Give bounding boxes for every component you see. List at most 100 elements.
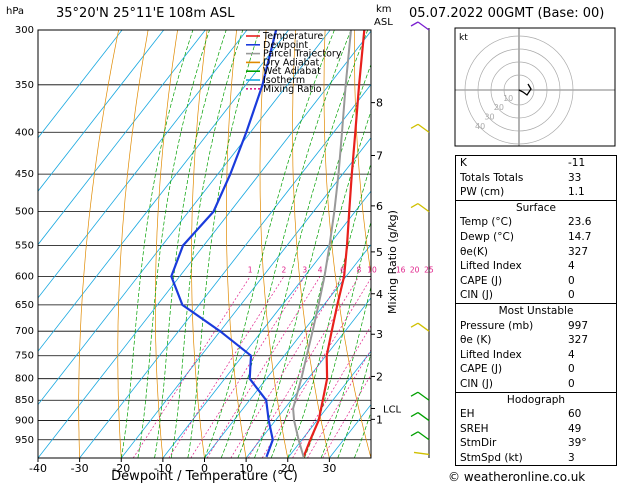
x-tick-label: -40 [29,462,47,475]
wet-adiabat-line [154,30,227,458]
wet-adiabat-line [254,63,371,458]
mixing-ratio-line [132,276,251,458]
isotherm-line [38,30,165,192]
hodograph-ring-label: 40 [475,122,485,131]
pressure-tick-label: 300 [15,25,34,36]
stat-row-pw: PW (cm) 1.1 [460,186,585,199]
most-unstable-title: Most Unstable [456,302,616,319]
stat-row: θe (K) 327 [460,334,589,347]
wet-adiabat-line [187,30,260,458]
isotherm-line [79,83,371,458]
dry-adiabat-line [78,30,119,458]
isotherm-line [38,30,371,458]
hodograph-title: Hodograph [456,391,616,408]
wind-barb-surface [413,451,430,456]
pressure-tick-label: 800 [15,374,34,385]
hodograph-ring-label: 10 [503,94,513,103]
hodograph-ring [477,48,561,132]
legend-label: Dry Adiabat [263,57,320,68]
pressure-tick-label: 600 [15,271,34,282]
wet-adiabat-line [170,30,244,458]
x-tick-label: -30 [71,462,89,475]
legend-label: Isotherm [263,75,305,86]
mixing-ratio-label: 6 [340,265,345,274]
mixing-ratio-label: 3 [302,265,307,274]
pressure-tick-label: 750 [15,351,34,362]
wind-barb-flag [410,431,419,437]
mixing-ratio-line [230,276,343,458]
profile-dewpoint [170,30,278,458]
hodograph-trace [518,83,532,96]
legend-label: Wet Adiabat [263,66,321,77]
isotherm-line [120,137,371,458]
stat-row: CIN (J) 0 [460,377,575,390]
mixing-ratio-label: 16 [396,265,406,274]
isotherm-line [38,30,248,299]
km-tick-label: 4 [376,288,383,301]
mixing-ratio-label: 2 [281,265,286,274]
x-tick-label: -20 [112,462,130,475]
hodograph-unit-label: kt [459,33,468,43]
pressure-tick-label: 950 [15,435,34,446]
km-tick-label: 5 [376,246,383,259]
stat-row: Lifted Index 4 [460,260,575,273]
copyright: © weatheronline.co.uk [448,470,586,484]
wind-barb [417,203,430,213]
mixing-ratio-line [206,276,321,458]
wet-adiabat-line [320,285,371,458]
wet-adiabat-line [120,30,194,458]
km-tick-label: 3 [376,328,383,341]
wet-adiabat-line [287,162,371,458]
x-tick-label: 10 [239,462,253,475]
dry-adiabat-line [354,30,371,277]
datetime-label: 05.07.2022 00GMT (Base: 00) [409,6,605,21]
mixing-ratio-label: 8 [357,265,362,274]
isotherm-line [245,297,371,458]
km-label: km [376,4,392,15]
dry-adiabat-line [191,30,208,458]
x-tick-label: 30 [322,462,336,475]
stat-row: CAPE (J) 0 [460,274,575,287]
stat-row: Dewp (°C) 14.7 [460,230,592,243]
stat-row: CIN (J) 0 [460,289,575,302]
pressure-tick-label: 850 [15,395,34,406]
surface-title: Surface [456,199,616,216]
wet-adiabat-line [270,110,371,458]
pressure-tick-label: 400 [15,127,34,138]
wet-adiabat-line [304,220,371,458]
stat-row: EH 60 [460,408,582,421]
stat-row: SREH 49 [460,422,582,435]
legend-label: Mixing Ratio [263,84,322,95]
x-axis-label: Dewpoint / Temperature (°C) [111,469,298,484]
wind-barb-flag [410,322,419,328]
wind-barb [417,391,430,401]
profile-temperature [302,30,366,458]
hodograph-ring-label: 20 [494,103,504,112]
mixing-ratio-label: 1 [248,265,253,274]
wet-adiabat-line [220,30,352,458]
stat-row: Pressure (mb) 997 [460,319,589,332]
wet-adiabat-line [237,30,369,458]
mixing-ratio-line [307,349,371,458]
lcl-label: LCL [383,404,402,415]
pressure-tick-label: 700 [15,326,34,337]
stat-row: θe(K) 327 [460,245,589,258]
stat-row: Temp (°C) 23.6 [460,216,592,229]
km-tick-label: 8 [376,97,383,110]
wind-barb [417,21,430,31]
stat-row: StmSpd (kt) 3 [460,451,575,464]
legend-label: Parcel Trajectory [263,49,342,60]
dry-adiabat-line [117,30,149,458]
wind-barb-flag [410,203,419,209]
km-tick-label: 6 [376,200,383,213]
pressure-tick-label: 650 [15,300,34,311]
hodograph-ring [503,74,535,106]
wind-barb-flag [410,21,419,27]
km-tick-label: 1 [376,413,383,426]
hodograph-frame [454,27,616,147]
isotherm-line [204,243,371,458]
mixing-ratio-line [261,277,371,458]
legend-label: Temperature [262,31,323,42]
stat-row-tt: Totals Totals 33 [460,171,582,184]
